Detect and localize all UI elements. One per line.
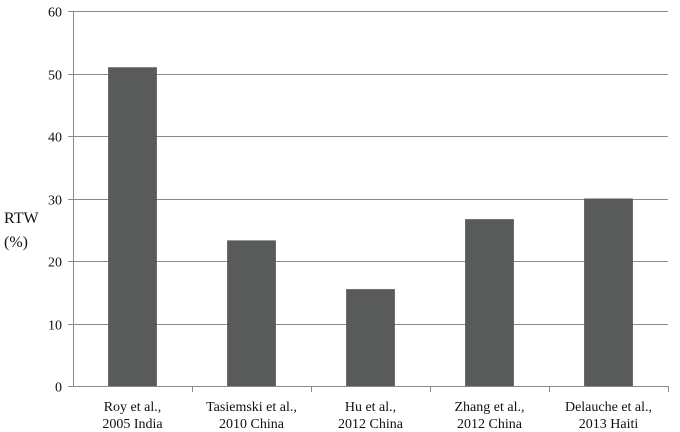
bar <box>584 198 633 386</box>
y-tick-label: 40 <box>48 131 62 146</box>
x-category-label: Hu et al., 2012 China <box>338 400 404 432</box>
x-category-label-line: 2005 India <box>102 417 163 432</box>
bar <box>346 289 395 386</box>
x-category-label-line: 2012 China <box>338 417 404 432</box>
y-axis-label: RTW (%) <box>4 210 42 251</box>
y-tick-label: 60 <box>48 6 62 21</box>
y-tick-label: 30 <box>48 194 62 209</box>
bar <box>108 67 157 386</box>
x-category-label: Tasiemski et al., 2010 China <box>206 400 297 432</box>
bar <box>227 240 276 386</box>
x-category-label-line: Tasiemski et al., <box>206 400 297 415</box>
x-category-label: Roy et al., 2005 India <box>102 400 163 432</box>
x-category-label-line: Roy et al., <box>104 400 162 415</box>
y-tick-labels: 0 10 20 30 40 50 60 <box>48 6 62 396</box>
x-category-label: Zhang et al., 2012 China <box>455 400 525 432</box>
axes <box>73 11 669 392</box>
y-axis-label-line-2: (%) <box>4 234 28 251</box>
bar <box>465 219 514 386</box>
y-tick-label: 50 <box>48 69 62 84</box>
x-category-labels: Roy et al., 2005 India Tasiemski et al., 20… <box>102 400 652 432</box>
x-category-label-line: 2012 China <box>457 417 523 432</box>
x-category-label-line: Zhang et al., <box>455 400 525 415</box>
x-category-label-line: Hu et al., <box>345 400 396 415</box>
y-tick-label: 0 <box>55 381 62 396</box>
x-category-label-line: 2013 Haiti <box>579 417 639 432</box>
bars <box>108 67 633 386</box>
y-axis-label-line-1: RTW <box>4 210 39 227</box>
grid-lines <box>68 11 668 387</box>
x-category-label-line: Delauche et al., <box>565 400 652 415</box>
x-category-label-line: 2010 China <box>219 417 285 432</box>
y-tick-label: 20 <box>48 256 62 271</box>
y-tick-label: 10 <box>48 319 62 334</box>
x-category-label: Delauche et al., 2013 Haiti <box>565 400 652 432</box>
